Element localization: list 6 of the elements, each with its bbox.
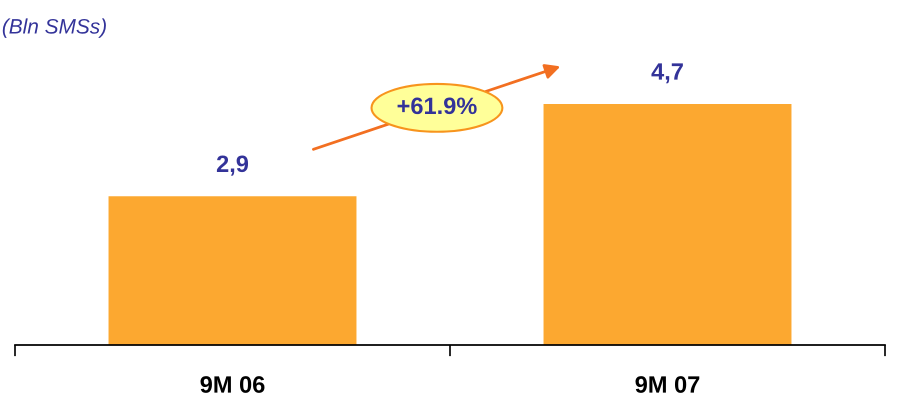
x-tick-label: 9M 06 xyxy=(200,376,264,393)
annotation: +61.9% xyxy=(398,97,477,114)
x-tick-label: 9M 07 xyxy=(636,376,700,393)
data-label: 4,7 xyxy=(651,63,683,84)
y-axis-title: (Bln SMSs) xyxy=(2,18,106,38)
data-label: 2,9 xyxy=(216,155,248,176)
